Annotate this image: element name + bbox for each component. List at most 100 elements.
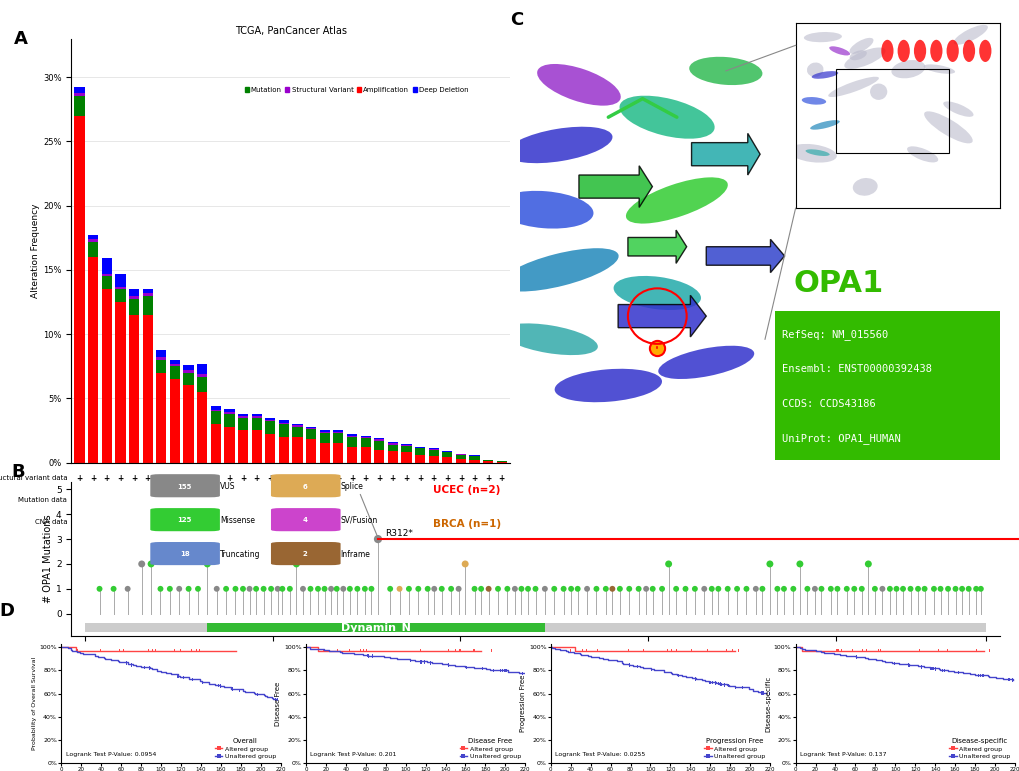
Text: +: + xyxy=(430,496,436,505)
Y-axis label: Disease-specific: Disease-specific xyxy=(764,675,770,732)
Text: +: + xyxy=(294,473,301,483)
Text: +: + xyxy=(403,473,410,483)
Point xyxy=(426,583,442,595)
Bar xyxy=(224,412,234,414)
Text: +: + xyxy=(444,496,450,505)
Ellipse shape xyxy=(805,150,828,156)
Text: UCS: UCS xyxy=(159,552,164,564)
Text: +: + xyxy=(308,518,314,527)
Bar xyxy=(183,372,194,386)
Point xyxy=(761,557,777,570)
FancyArrow shape xyxy=(579,166,652,207)
Text: SARC: SARC xyxy=(376,552,381,568)
Point xyxy=(133,557,150,570)
Text: +: + xyxy=(280,518,286,527)
Point xyxy=(357,583,373,595)
Bar xyxy=(197,374,207,376)
Point xyxy=(880,583,897,595)
Text: +: + xyxy=(185,473,192,483)
Bar xyxy=(374,449,384,463)
Text: +: + xyxy=(376,496,382,505)
Bar xyxy=(74,93,85,96)
Bar xyxy=(360,447,370,463)
Ellipse shape xyxy=(801,97,825,105)
Text: LGG: LGG xyxy=(309,552,313,565)
Text: +: + xyxy=(239,496,246,505)
Text: Structural variant data: Structural variant data xyxy=(0,475,67,481)
Text: OPA1: OPA1 xyxy=(793,269,882,298)
Text: +: + xyxy=(403,518,410,527)
Text: +: + xyxy=(485,473,491,483)
Bar xyxy=(374,438,384,439)
Bar xyxy=(197,376,207,392)
Text: +: + xyxy=(267,496,273,505)
Bar xyxy=(415,449,425,455)
Text: UCEC (n=2): UCEC (n=2) xyxy=(433,485,500,495)
FancyArrow shape xyxy=(691,133,759,175)
Point xyxy=(588,583,604,595)
Point xyxy=(400,583,417,595)
Text: +: + xyxy=(199,473,205,483)
Point xyxy=(953,583,969,595)
Text: +: + xyxy=(226,473,232,483)
Bar xyxy=(115,289,125,302)
Bar xyxy=(455,459,466,463)
Point xyxy=(709,583,726,595)
Bar xyxy=(88,235,98,239)
Text: +: + xyxy=(158,518,164,527)
Point xyxy=(466,583,482,595)
Y-axis label: Alteration Frequency: Alteration Frequency xyxy=(32,204,40,298)
Y-axis label: # OPA1 Mutations: # OPA1 Mutations xyxy=(43,515,53,603)
Point xyxy=(791,557,807,570)
Point xyxy=(637,583,653,595)
Bar xyxy=(278,437,288,463)
Text: UniProt: OPA1_HUMAN: UniProt: OPA1_HUMAN xyxy=(782,433,900,444)
Ellipse shape xyxy=(689,57,761,85)
Bar xyxy=(224,409,234,412)
Text: +: + xyxy=(158,473,164,483)
FancyArrow shape xyxy=(628,230,686,264)
Bar xyxy=(128,289,139,295)
Bar xyxy=(88,239,98,241)
Text: D: D xyxy=(0,602,15,620)
Text: KIRP: KIRP xyxy=(294,552,300,566)
Point xyxy=(473,583,489,595)
Point xyxy=(242,583,258,595)
Text: KICH: KICH xyxy=(458,552,463,567)
Point xyxy=(569,583,585,595)
Point xyxy=(915,583,931,595)
Text: +: + xyxy=(280,473,286,483)
Bar xyxy=(115,302,125,463)
Bar xyxy=(197,392,207,463)
Text: +: + xyxy=(308,496,314,505)
Text: HNSC: HNSC xyxy=(131,552,137,570)
Point xyxy=(457,557,473,570)
Text: +: + xyxy=(321,496,327,505)
Point xyxy=(909,583,925,595)
Bar xyxy=(252,414,262,416)
Bar xyxy=(469,456,479,460)
Ellipse shape xyxy=(906,146,937,163)
FancyArrow shape xyxy=(618,295,705,337)
Text: +: + xyxy=(348,473,355,483)
Point xyxy=(489,583,505,595)
Point xyxy=(846,583,862,595)
Text: +: + xyxy=(294,496,301,505)
Bar xyxy=(156,357,166,360)
Point xyxy=(611,583,628,595)
Text: BRCA (n=1): BRCA (n=1) xyxy=(433,519,501,529)
Text: BRCA: BRCA xyxy=(226,552,231,569)
Bar xyxy=(115,274,125,287)
Bar xyxy=(387,442,397,443)
Point xyxy=(738,583,754,595)
Point xyxy=(152,583,168,595)
Point xyxy=(248,583,264,595)
Text: CESC: CESC xyxy=(118,552,123,568)
Text: MESO: MESO xyxy=(472,552,477,570)
Text: Truncating: Truncating xyxy=(220,550,260,559)
Text: UVM: UVM xyxy=(499,552,503,566)
Text: RefSeq: NM_015560: RefSeq: NM_015560 xyxy=(782,329,888,340)
Point xyxy=(703,583,719,595)
Bar xyxy=(207,623,544,631)
Point xyxy=(288,557,305,570)
